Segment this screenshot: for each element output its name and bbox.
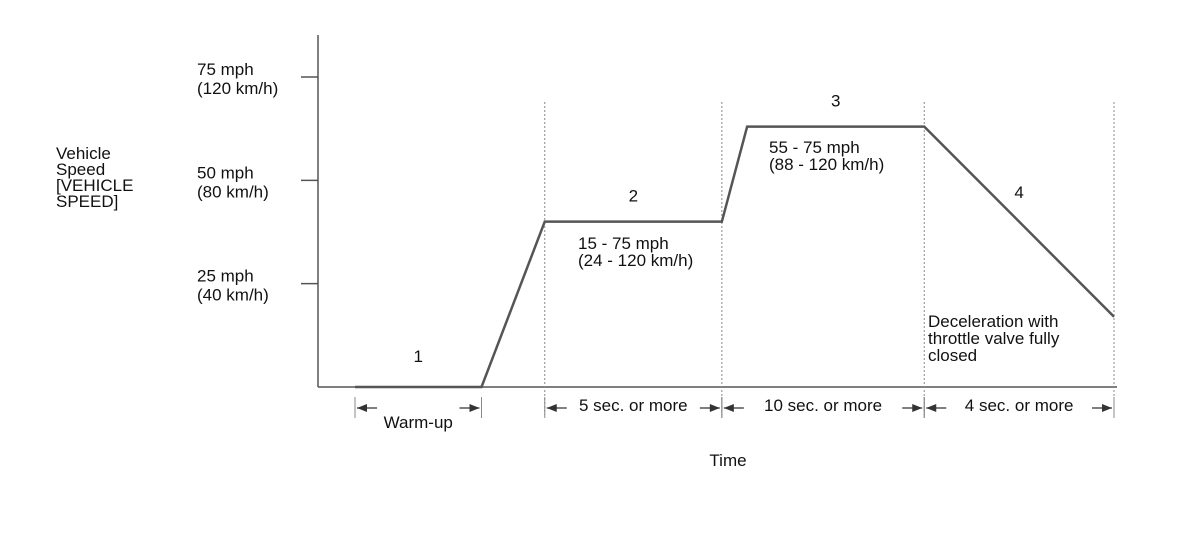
- deceleration-annotation: Deceleration with throttle valve fully clo…: [928, 312, 1060, 365]
- y-axis-title: Vehicle Speed [VEHICLE SPEED]: [56, 144, 133, 211]
- phase-duration-4: 4 sec. or more: [965, 396, 1074, 415]
- duration-arrow-head: [469, 404, 480, 412]
- y-tick-label: 50 mph (80 km/h): [197, 163, 269, 201]
- y-tick-label: 75 mph (120 km/h): [197, 60, 278, 98]
- phase-range-2: 15 - 75 mph (24 - 120 km/h): [578, 234, 693, 270]
- x-axis-title: Time: [709, 451, 746, 470]
- phase-range-3: 55 - 75 mph (88 - 120 km/h): [769, 138, 884, 174]
- duration-arrow-head: [709, 404, 720, 412]
- duration-arrow-head: [546, 404, 557, 412]
- duration-arrow-head: [357, 404, 367, 412]
- phase-number-2: 2: [629, 187, 638, 206]
- phase-durations: Warm-up 5 sec. or more 10 sec. or more 4 se…: [354, 396, 1115, 432]
- phase-boundaries: [544, 102, 1115, 415]
- y-ticks: 75 mph (120 km/h) 50 mph (80 km/h) 25 mph (40…: [197, 60, 318, 305]
- duration-arrow-head: [723, 404, 734, 412]
- chart-labels: Vehicle Speed [VEHICLE SPEED] Time 1 2 15 - 75 …: [56, 92, 1060, 470]
- speed-line: [355, 125, 1115, 389]
- duration-arrow-head: [912, 404, 923, 412]
- phase-number-4: 4: [1014, 183, 1023, 202]
- phase-duration-1: Warm-up: [384, 413, 453, 432]
- speed-series: [355, 125, 1115, 389]
- duration-arrow-head: [1102, 404, 1112, 412]
- phase-number-3: 3: [831, 92, 840, 111]
- phase-duration-3: 10 sec. or more: [764, 396, 882, 415]
- y-tick-label: 25 mph (40 km/h): [197, 267, 269, 305]
- phase-duration-2: 5 sec. or more: [579, 396, 688, 415]
- phase-number-1: 1: [414, 347, 423, 366]
- duration-arrow-head: [926, 404, 937, 412]
